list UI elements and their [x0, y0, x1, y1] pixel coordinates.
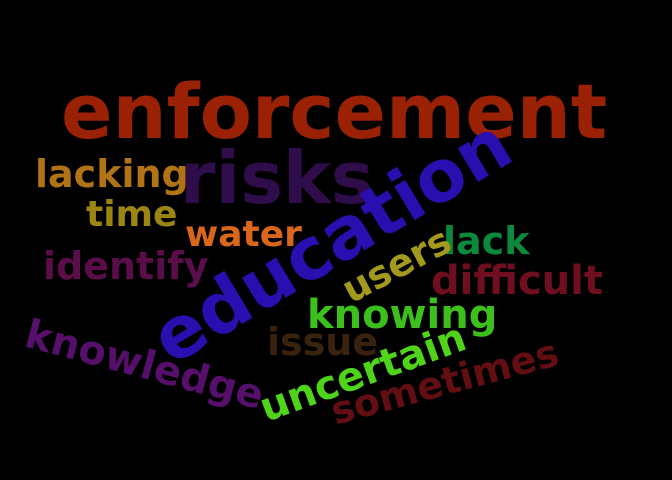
word-difficult: difficult: [431, 258, 603, 304]
word-lacking: lacking: [35, 152, 189, 196]
word-water: water: [185, 214, 302, 255]
word-identify: identify: [43, 244, 209, 288]
word-enforcement: enforcement: [61, 67, 608, 156]
word-risks: risks: [180, 136, 374, 220]
word-knowing: knowing: [307, 292, 498, 338]
word-issue: issue: [267, 320, 379, 364]
word-time: time: [86, 194, 178, 235]
word-lack: lack: [443, 219, 530, 263]
